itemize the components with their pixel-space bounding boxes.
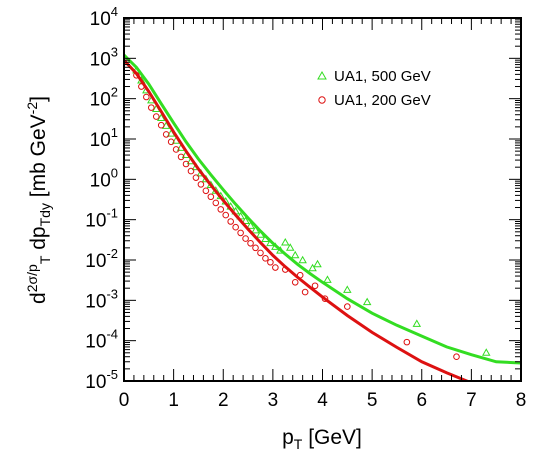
data-point: [272, 264, 279, 271]
series-line-2: [124, 59, 470, 381]
series-1: [124, 54, 521, 365]
data-point: [290, 250, 300, 259]
x-tick-label: 0: [119, 390, 130, 411]
y-tick-label: 102​: [90, 85, 118, 111]
data-point: [192, 174, 200, 181]
x-tick-label: 7: [466, 390, 477, 411]
data-point: [246, 221, 255, 229]
legend: UA1, 500 GeV UA1, 200 GeV: [317, 68, 431, 109]
data-point: [167, 138, 175, 146]
data-point: [362, 297, 372, 306]
data-point: [482, 348, 491, 356]
legend-label: UA1, 200 GeV: [334, 92, 431, 109]
tick-labels: 0 1 2 3 4 5 6 7 8 10-5​ 10-4​ 10-3​ 10-2​ 10-1​ 100​ 10…: [85, 4, 526, 411]
data-point: [242, 235, 249, 242]
data-point: [143, 93, 150, 101]
data-point: [251, 225, 260, 234]
data-point: [138, 83, 145, 90]
data-point: [237, 229, 244, 237]
data-point: [256, 230, 265, 238]
y-tick-label: 10-2​: [85, 246, 118, 272]
data-point: [291, 278, 299, 286]
data-point: [157, 121, 165, 129]
series-line-1: [124, 54, 521, 365]
legend-label: UA1, 500 GeV: [334, 68, 431, 85]
data-point: [212, 199, 220, 207]
data-point: [296, 271, 304, 279]
data-point: [271, 242, 280, 250]
data-point: [298, 255, 307, 264]
legend-marker: [317, 70, 327, 80]
data-point: [321, 295, 329, 302]
y-tick-label: 101​: [90, 125, 118, 151]
data-point: [285, 243, 295, 251]
x-axis-label: pT [GeV]: [282, 426, 362, 451]
data-point: [177, 153, 185, 161]
data-point: [308, 263, 317, 272]
data-point: [207, 193, 215, 201]
x-tick-label: 2: [218, 390, 229, 411]
data-point: [311, 282, 319, 290]
data-point: [241, 216, 250, 225]
data-point: [152, 113, 160, 120]
data-point: [247, 239, 254, 247]
data-point: [281, 237, 290, 246]
data-point: [276, 246, 285, 254]
data-point: [202, 187, 210, 195]
y-tick-label: 100​: [90, 165, 118, 191]
x-tick-label: 8: [516, 390, 527, 411]
data-point: [266, 238, 275, 247]
legend-marker: [318, 96, 326, 104]
data-point: [344, 303, 351, 310]
plot-content: [124, 54, 521, 381]
data-point: [162, 131, 170, 138]
data-point: [232, 223, 239, 231]
data-point: [147, 104, 155, 111]
y-tick-label: 10-1​: [85, 206, 118, 232]
data-point: [187, 167, 195, 175]
data-point: [301, 288, 309, 296]
data-point: [252, 244, 259, 252]
data-point: [343, 285, 352, 293]
y-tick-label: 10-3​: [85, 286, 118, 312]
y-tick-label: 104​: [90, 4, 118, 30]
data-point: [133, 71, 140, 79]
data-point: [281, 266, 289, 273]
data-point: [197, 181, 205, 188]
data-point: [262, 255, 269, 262]
data-point: [453, 353, 460, 361]
x-tick-label: 6: [416, 390, 427, 411]
data-point: [227, 218, 234, 225]
data-point: [313, 259, 322, 268]
data-point: [412, 319, 422, 327]
data-point: [182, 160, 190, 168]
data-point: [172, 146, 180, 153]
x-tick-label: 3: [268, 390, 279, 411]
data-point: [217, 206, 225, 213]
y-axis-label: d2σ/pT dpTdy [mb GeV-2]: [24, 96, 53, 304]
x-tick-label: 1: [168, 390, 179, 411]
data-point: [257, 249, 264, 257]
y-tick-label: 10-4​: [85, 327, 118, 353]
data-point: [222, 211, 230, 219]
x-tick-label: 5: [367, 390, 378, 411]
data-point: [267, 258, 274, 266]
data-point: [403, 338, 411, 346]
data-point: [261, 234, 270, 242]
axis-ticks: [123, 17, 522, 382]
series-2: [124, 59, 470, 381]
x-tick-label: 4: [317, 390, 328, 411]
data-point: [156, 113, 166, 121]
y-tick-label: 103​: [90, 44, 118, 70]
data-point: [323, 275, 332, 283]
y-tick-label: 10-5​: [85, 367, 118, 393]
